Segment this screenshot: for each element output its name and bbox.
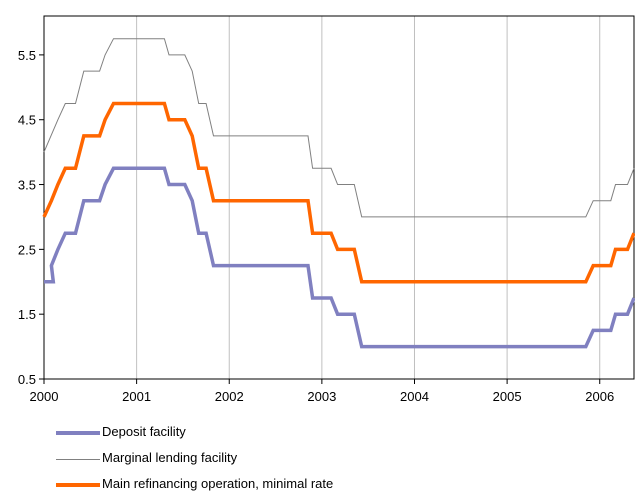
- y-tick-label-2.5: 2.5: [18, 242, 36, 257]
- series-line-main-refinancing-operation-minimal-rate: [42, 101, 635, 284]
- x-tick-label-2004: 2004: [400, 389, 429, 404]
- y-axis-tick-labels: 0.5 1.5 2.5 3.5 4.5 5.5: [18, 48, 36, 387]
- x-tick-label-2000: 2000: [30, 389, 59, 404]
- y-tick-label-3.5: 3.5: [18, 178, 36, 193]
- legend-label-marginal-lending-facility: Marginal lending facility: [102, 450, 238, 465]
- x-tick-label-2005: 2005: [493, 389, 522, 404]
- legend-line-deposit-facility: [56, 431, 100, 435]
- y-tick-label-4.5: 4.5: [18, 113, 36, 128]
- legend-label-main-refinancing: Main refinancing operation, minimal rate: [102, 476, 334, 491]
- x-axis-tick-labels: 2000 2001 2002 2003 2004 2005 2006: [30, 389, 615, 404]
- legend-label-deposit-facility: Deposit facility: [102, 424, 186, 439]
- x-tick-label-2001: 2001: [122, 389, 151, 404]
- series-line-marginal-lending-facility: [43, 38, 635, 218]
- legend-line-marginal-lending-facility: [56, 459, 100, 460]
- x-axis-tick-marks: [43, 379, 601, 384]
- plot-area-frame: [43, 15, 635, 380]
- x-tick-label-2002: 2002: [215, 389, 244, 404]
- x-tick-label-2003: 2003: [307, 389, 336, 404]
- vertical-gridlines: [136, 16, 601, 379]
- line-chart: 2000 2001 2002 2003 2004 2005 2006 0.5 1.5 2.5 3.…: [18, 15, 635, 404]
- series-line-deposit-facility: [44, 166, 635, 349]
- y-tick-label-5.5: 5.5: [18, 48, 36, 63]
- y-axis-tick-marks: [39, 54, 44, 380]
- legend-line-main-refinancing: [56, 483, 100, 487]
- series-lines: [42, 38, 635, 349]
- y-tick-label-1.5: 1.5: [18, 307, 36, 322]
- y-tick-label-0.5: 0.5: [18, 372, 36, 387]
- x-tick-label-2006: 2006: [585, 389, 614, 404]
